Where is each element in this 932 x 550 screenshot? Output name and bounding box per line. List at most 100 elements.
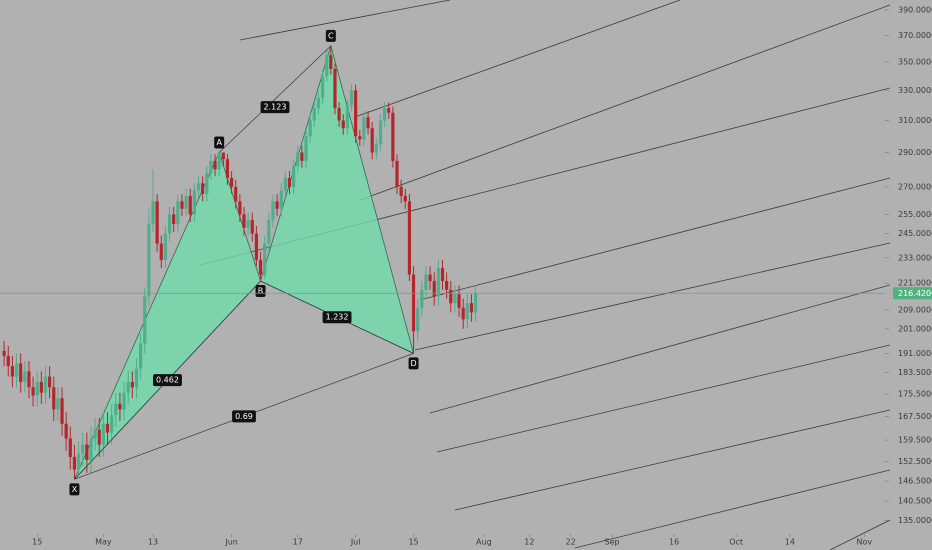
channel-line: [414, 242, 891, 351]
candle-body: [163, 233, 168, 260]
candle-body: [93, 429, 97, 439]
candle-body: [329, 55, 333, 69]
y-tick-label: 191.000000: [898, 349, 932, 358]
candle-body: [56, 398, 60, 410]
last-price-box: [893, 287, 932, 300]
candle-body: [258, 259, 263, 275]
y-tick-label: 350.000000: [898, 58, 932, 67]
point-label: X: [72, 485, 78, 494]
candle-body: [271, 201, 275, 221]
point-box: [325, 29, 336, 42]
candle-body: [469, 303, 474, 313]
candle-body: [267, 220, 271, 244]
channel-line: [454, 409, 891, 511]
candle-body: [436, 268, 440, 297]
y-tick-label: 135.000000: [898, 516, 932, 525]
candle-body: [345, 105, 349, 129]
x-tick-label: Nov: [857, 538, 873, 547]
x-tick-label: Aug: [476, 538, 492, 547]
candle-body: [167, 214, 172, 234]
candle-body: [27, 371, 31, 388]
ratio-box: [153, 374, 182, 387]
candle-body: [296, 152, 300, 166]
candle-body: [399, 186, 403, 196]
y-tick-label: 183.500000: [898, 368, 932, 377]
candle-body: [52, 387, 56, 410]
y-tick-label: 146.500000: [898, 476, 932, 485]
candle-body: [387, 108, 391, 113]
candle-body: [172, 214, 176, 224]
candle-body: [23, 371, 27, 382]
candle-body: [337, 108, 341, 121]
ratio-box: [322, 311, 352, 324]
point-box: [69, 483, 80, 496]
x-tick-label: Jul: [350, 538, 361, 547]
ratio-box: [232, 410, 256, 423]
ratio-box: [260, 101, 290, 114]
candle-body: [304, 136, 308, 161]
point-box: [408, 357, 419, 370]
candle-body: [101, 423, 105, 445]
candle-body: [465, 303, 469, 320]
point-label: D: [410, 359, 416, 368]
candle-body: [420, 289, 424, 308]
candle-body: [432, 281, 436, 297]
pattern-leg: [218, 45, 332, 153]
candle-body: [19, 363, 23, 382]
candle-body: [81, 444, 85, 454]
candle-body: [139, 343, 143, 369]
candle-body: [308, 120, 312, 137]
candle-body: [383, 108, 387, 121]
candle-body: [424, 274, 428, 290]
candle-body: [263, 243, 267, 275]
candle-body: [114, 403, 118, 416]
candle-body: [122, 392, 126, 410]
candle-body: [89, 438, 93, 461]
candle-body: [151, 201, 155, 224]
candle-body: [378, 120, 383, 145]
candle-body: [312, 108, 316, 121]
candle-body: [60, 398, 64, 424]
candle-body: [407, 201, 412, 275]
candle-body: [234, 186, 238, 202]
candle-body: [275, 201, 279, 209]
channel-line: [239, 0, 451, 41]
y-tick-label: 330.000000: [898, 86, 932, 95]
candle-body: [188, 195, 192, 215]
candle-body: [283, 178, 287, 191]
candle-body: [39, 381, 43, 393]
ratio-label: 2.123: [264, 103, 287, 112]
candle-body: [184, 195, 188, 209]
candle-body: [6, 355, 10, 367]
x-tick-label: 12: [524, 538, 534, 547]
channel-line: [359, 4, 891, 201]
candle-body: [316, 97, 321, 109]
candle-body: [428, 274, 432, 282]
candle-body: [395, 160, 399, 187]
y-tick-label: 370.000000: [898, 31, 932, 40]
candle-body: [300, 152, 304, 161]
candle-body: [391, 112, 395, 161]
candle-body: [76, 453, 81, 470]
x-tick-label: 22: [566, 538, 576, 547]
point-box: [255, 285, 266, 298]
candle-body: [457, 294, 461, 308]
candle-body: [333, 68, 337, 109]
candle-body: [354, 90, 358, 137]
x-tick-label: Sep: [605, 538, 620, 547]
candle-body: [254, 233, 259, 260]
candle-body: [64, 423, 68, 439]
x-tick-label: May: [95, 538, 112, 547]
x-tick-label: 15: [408, 538, 418, 547]
candle-body: [192, 190, 196, 215]
candle-body: [325, 55, 329, 77]
x-tick-label: 13: [148, 538, 158, 547]
point-label: C: [328, 31, 334, 40]
y-tick-label: 310.000000: [898, 116, 932, 125]
channel-line: [829, 519, 891, 550]
candle-body: [147, 223, 151, 297]
x-tick-label: 14: [785, 538, 795, 547]
candle-body: [118, 403, 122, 410]
ratio-label: 0.69: [235, 412, 253, 421]
